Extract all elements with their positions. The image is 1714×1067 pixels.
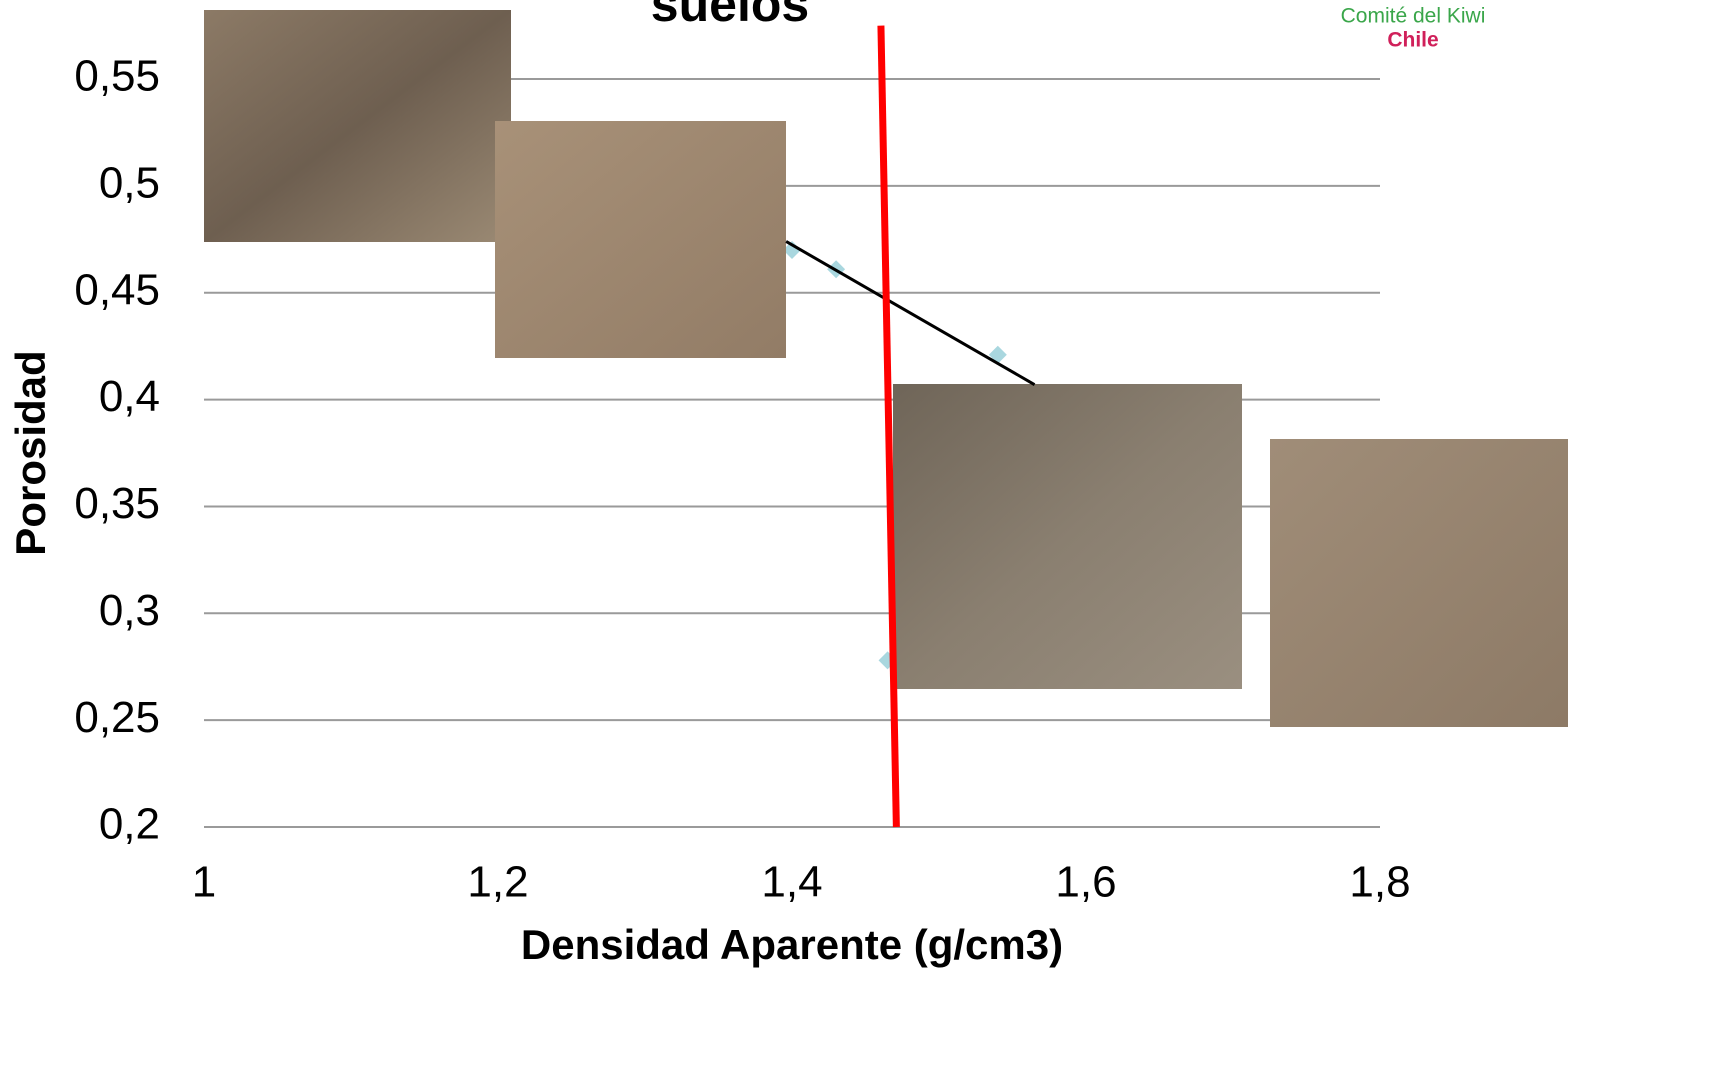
x-tick-label: 1 [192, 858, 216, 907]
x-tick-label: 1,8 [1349, 858, 1410, 907]
y-tick-label: 0,25 [74, 693, 160, 742]
x-tick-label: 1,6 [1055, 858, 1116, 907]
soil-photo [893, 384, 1242, 689]
y-tick-label: 0,55 [74, 52, 160, 101]
y-tick-label: 0,3 [99, 586, 160, 635]
y-tick-label: 0,45 [74, 265, 160, 314]
y-tick-label: 0,2 [99, 800, 160, 849]
y-tick-label: 0,5 [99, 159, 160, 208]
soil-photo [495, 121, 786, 358]
y-axis-title: Porosidad [7, 350, 54, 555]
trend-line [786, 241, 1034, 384]
x-tick-label: 1,4 [761, 858, 822, 907]
logo-text: Comité del Kiwi [1341, 5, 1486, 28]
logo-text: Chile [1387, 29, 1438, 52]
soil-photo [204, 10, 511, 242]
chart-title: suelos [651, 0, 809, 32]
soil-photo [1270, 439, 1568, 727]
x-tick-label: 1,2 [467, 858, 528, 907]
x-axis-title: Densidad Aparente (g/cm3) [521, 921, 1063, 968]
y-tick-label: 0,35 [74, 479, 160, 528]
chart: 0,2 0,25 0,3 0,35 0,4 0,45 0,5 0,55 1 1,2 1,4 1,6 1,… [0, 0, 1714, 1067]
y-tick-label: 0,4 [99, 372, 160, 421]
